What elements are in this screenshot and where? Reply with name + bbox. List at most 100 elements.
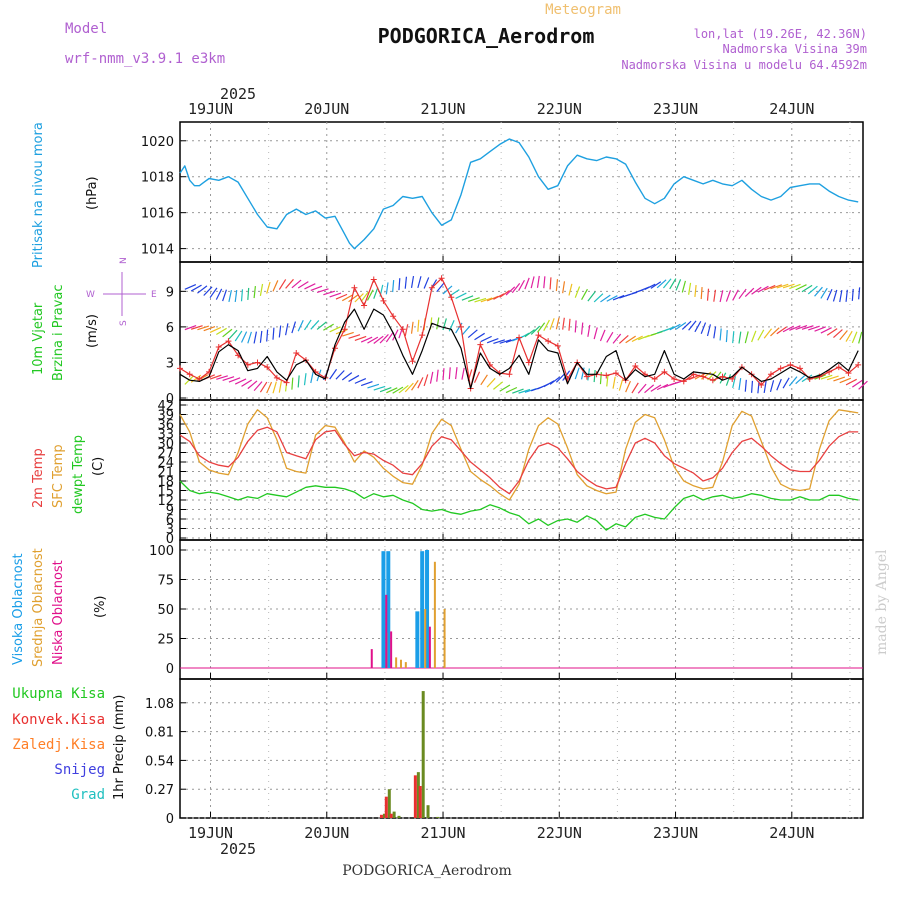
wind-barb [505, 386, 518, 394]
wind-barb [518, 279, 525, 292]
wind-barb [694, 321, 702, 333]
cloud-bar [399, 659, 402, 668]
wind-barb [373, 287, 379, 299]
gust-marker [554, 342, 561, 349]
wind-barb [663, 326, 675, 332]
gust-marker [370, 276, 377, 283]
wind-barb [549, 318, 555, 330]
precip-legend-graupel: Grad [71, 787, 105, 803]
y-tick-label: 36 [157, 418, 174, 433]
wind-barb [436, 282, 445, 293]
wind-barb [272, 280, 279, 292]
wind-barb [480, 335, 492, 343]
wind-barbs [184, 275, 868, 394]
wind-barb [404, 276, 408, 289]
gust-marker [661, 368, 668, 375]
wind-barb [266, 281, 271, 294]
gust-marker [855, 361, 862, 368]
wind-barb [776, 283, 789, 289]
wind-barb [499, 384, 511, 392]
gust-marker [380, 297, 387, 304]
wind-barb [297, 320, 304, 332]
precip-bar [416, 772, 420, 818]
wind-barb [247, 331, 252, 344]
wind-barb [247, 287, 250, 300]
wind-barb [644, 384, 655, 394]
wind-barb [763, 328, 773, 339]
wind-barb [468, 297, 480, 302]
wind-barb [858, 287, 861, 300]
wind-barb [303, 373, 307, 386]
wind-barb [788, 376, 798, 387]
wind-barb [297, 281, 309, 289]
wind-barb [234, 378, 247, 385]
wind-barb [833, 329, 843, 339]
panel-frame [179, 678, 864, 819]
wind-barb [240, 331, 248, 343]
compass-e: E [151, 290, 157, 300]
wind-barb [852, 379, 863, 388]
y-tick-label: 6 [166, 321, 174, 336]
wind-barb [700, 322, 707, 334]
wind-barb [354, 293, 364, 303]
wind-barb [373, 385, 386, 391]
wind-barb [404, 324, 409, 337]
wind-barb [725, 374, 732, 386]
y-tick-label: 0.27 [145, 783, 174, 798]
wind-barb [555, 317, 560, 330]
wind-barb [310, 371, 314, 384]
compass-w: W [86, 290, 95, 300]
meteogram-subtitle: Meteogram [545, 2, 621, 18]
wind-barb [732, 289, 739, 301]
wind-barb [593, 327, 598, 340]
y-tick-label: 18 [157, 475, 174, 490]
cloud-ylabel-low: Niska Oblacnost [51, 560, 66, 665]
gust-marker [525, 359, 532, 366]
y-tick-label: 39 [157, 409, 174, 424]
y-tick-label: 1014 [141, 243, 174, 258]
wind-barb [329, 292, 342, 298]
wind-barb [367, 336, 379, 344]
gust-marker [806, 376, 813, 383]
gust-marker [293, 349, 300, 356]
y-tick-label: 1020 [141, 135, 174, 150]
wind-barb [612, 294, 625, 301]
wind-barb [738, 288, 747, 300]
wind-barb [335, 370, 345, 380]
day-label-bottom: 24JUN [769, 824, 814, 842]
wind-barb [518, 388, 531, 394]
wind-barb [442, 368, 445, 381]
gust-marker [700, 373, 707, 380]
wind-barb [851, 288, 854, 301]
wind-barb [763, 284, 776, 291]
wind-barb [669, 323, 681, 331]
wind-barb [858, 331, 863, 344]
y-tick-label: 3 [166, 356, 174, 371]
wind-barb [543, 319, 550, 331]
y-tick-label: 1.08 [145, 697, 174, 712]
gust-marker [177, 365, 183, 372]
gust-marker [535, 332, 542, 339]
wind-barb [461, 367, 465, 380]
wind-barb [310, 285, 323, 292]
wind-barb [599, 329, 606, 342]
wind-barb [555, 373, 566, 383]
y-tick-label: 42 [157, 399, 174, 414]
wind-barb [291, 279, 302, 289]
precip-panel: 0 0.27 0.54 0.81 1.08 [145, 678, 864, 827]
wind-barb [304, 283, 316, 290]
wind-barb [348, 374, 360, 382]
gust-marker [477, 341, 484, 348]
gust-marker [603, 372, 610, 379]
wind-barb [392, 280, 395, 293]
temp-ylabel-2m: 2m Temp [31, 448, 46, 508]
wind-barb [845, 378, 857, 386]
wind-barb [549, 277, 552, 290]
cloud-bar [420, 551, 425, 668]
wind-barb [512, 388, 524, 394]
precip-bar [389, 813, 393, 818]
y-tick-label: 0 [166, 662, 174, 677]
day-labels-bottom: 19JUN 20JUN 21JUN 22JUN 23JUN 24JUN [188, 824, 814, 842]
